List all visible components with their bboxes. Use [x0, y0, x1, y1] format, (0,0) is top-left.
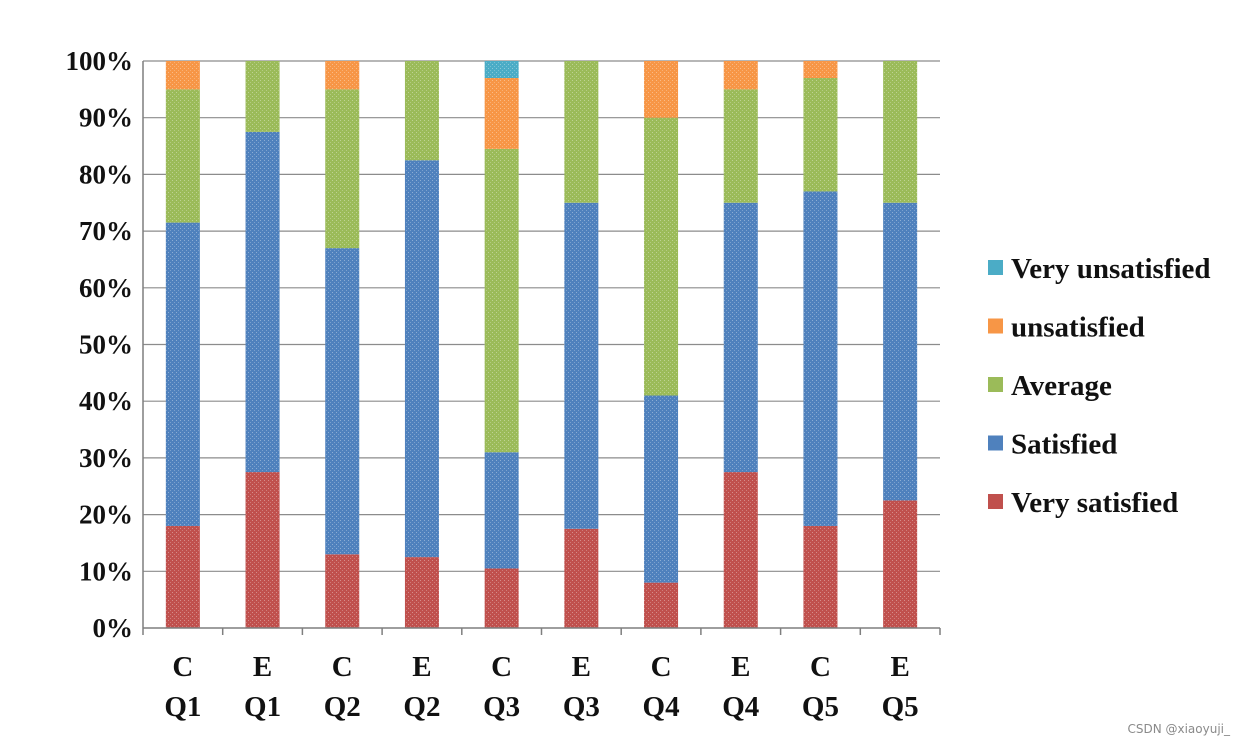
x-category-label: E — [731, 651, 750, 683]
y-tick-label: 0% — [93, 613, 134, 643]
bar-segment-texture — [564, 528, 599, 628]
x-category-label: C — [810, 651, 831, 683]
bar-segment-texture — [723, 472, 758, 628]
legend-swatch-very-satisfied — [988, 494, 1003, 509]
bar-segment-texture — [404, 61, 439, 161]
x-category-label: E — [253, 651, 272, 683]
legend-swatch-average — [988, 377, 1003, 392]
bar-segment-texture — [325, 89, 360, 249]
axes — [142, 61, 941, 635]
bar-segment-texture — [484, 452, 519, 569]
y-tick-label: 30% — [79, 443, 133, 473]
bar-segment-texture — [325, 248, 360, 555]
y-tick-label: 60% — [79, 273, 133, 303]
legend-swatch-unsatisfied — [988, 318, 1003, 334]
bar-segment-texture — [245, 61, 280, 132]
x-category-label: Q2 — [403, 691, 440, 723]
legend-swatch-very-unsatisfied — [988, 260, 1003, 275]
bar-segment-texture — [883, 61, 918, 203]
bar-segment-texture — [165, 525, 200, 628]
bar-segment-texture — [564, 61, 599, 203]
bar-segment-texture — [484, 61, 519, 79]
bar-segment-texture — [723, 202, 758, 473]
x-category-label: Q5 — [802, 691, 839, 723]
y-tick-label: 70% — [79, 216, 133, 246]
legend-label-unsatisfied: unsatisfied — [1011, 312, 1145, 344]
y-tick-label: 20% — [79, 500, 133, 530]
bar-segment-texture — [883, 202, 918, 501]
bar-segment-texture — [245, 472, 280, 628]
x-category-label: Q2 — [324, 691, 361, 723]
bar-segment-texture — [803, 191, 838, 526]
bar-segment-texture — [564, 202, 599, 529]
legend-label-very-unsatisfied: Very unsatisfied — [1011, 253, 1211, 285]
bar-segment-texture — [883, 500, 918, 628]
bar-segment-texture — [723, 61, 758, 90]
y-tick-label: 10% — [79, 556, 133, 586]
bar-segment-texture — [484, 78, 519, 149]
legend-swatch-satisfied — [988, 435, 1003, 451]
bar-segment-texture — [165, 89, 200, 223]
bar-segment-texture — [723, 89, 758, 203]
x-category-label: Q1 — [244, 691, 281, 723]
x-category-label: Q5 — [882, 691, 919, 723]
bar-segment-texture — [404, 557, 439, 628]
bar-segment-texture — [644, 117, 679, 396]
legend: Very unsatisfied unsatisfied Average Satisf… — [988, 253, 1211, 519]
bar-segment-texture — [245, 131, 280, 473]
bar-segment-texture — [803, 525, 838, 628]
bar-segment-texture — [644, 582, 679, 628]
bar-segment-texture — [484, 568, 519, 628]
y-axis-tick-labels: 0% 10% 20% 30% 40% 50% 60% 70% 80% 90% 100% — [66, 46, 134, 643]
bar-segment-texture — [803, 61, 838, 79]
x-category-label: C — [172, 651, 193, 683]
bar-segment-texture — [644, 61, 679, 118]
legend-label-satisfied: Satisfied — [1011, 429, 1117, 461]
x-category-label: Q3 — [563, 691, 600, 723]
bar-segment-texture — [644, 395, 679, 583]
y-tick-label: 40% — [79, 386, 133, 416]
x-category-label: Q4 — [722, 691, 759, 723]
x-category-label: C — [651, 651, 672, 683]
bar-segment-texture — [484, 148, 519, 453]
bar-segment-texture — [165, 222, 200, 526]
legend-label-very-satisfied: Very satisfied — [1011, 487, 1178, 519]
x-category-label: C — [491, 651, 512, 683]
bar-segment-texture — [404, 160, 439, 558]
y-tick-label: 50% — [79, 330, 133, 360]
x-category-label: Q1 — [164, 691, 201, 723]
bar-segment-texture — [803, 78, 838, 192]
bar-segment-texture — [165, 61, 200, 90]
legend-label-average: Average — [1011, 370, 1112, 402]
x-category-label: Q4 — [643, 691, 680, 723]
x-category-label: E — [572, 651, 591, 683]
bars — [165, 61, 918, 628]
y-tick-label: 100% — [66, 46, 134, 76]
watermark: CSDN @xiaoyuji_ — [1127, 722, 1230, 736]
x-category-label: E — [412, 651, 431, 683]
bar-segment-texture — [325, 554, 360, 628]
x-category-label: Q3 — [483, 691, 520, 723]
x-axis-category-labels: C Q1 E Q1 C Q2 E Q2 C Q3 E Q3 C Q4 E Q4 C Q5 E Q5 — [164, 651, 918, 723]
x-category-label: C — [332, 651, 353, 683]
x-category-label: E — [890, 651, 909, 683]
y-tick-label: 80% — [79, 159, 133, 189]
bar-segment-texture — [325, 61, 360, 90]
y-tick-label: 90% — [79, 103, 133, 133]
